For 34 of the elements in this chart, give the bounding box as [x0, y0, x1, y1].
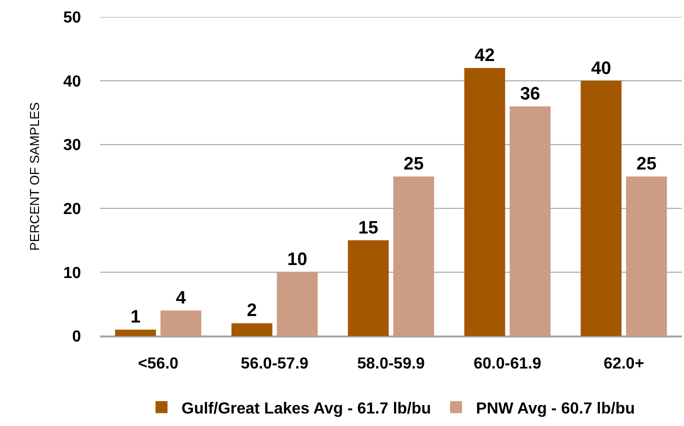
y-tick-label: 30	[63, 137, 82, 154]
data-label: 10	[287, 249, 308, 270]
data-label: 25	[404, 154, 424, 174]
y-axis-title: PERCENT OF SAMPLES	[27, 102, 42, 251]
data-label: 36	[520, 83, 540, 104]
y-tick-label: 10	[63, 264, 82, 282]
y-tick-label: 20	[63, 201, 82, 218]
y-tick-label: 50	[63, 10, 82, 27]
bar	[626, 176, 667, 336]
bar	[348, 240, 389, 336]
x-tick-label: 58.0-59.9	[357, 356, 425, 373]
bar	[160, 310, 202, 336]
y-tick-label: 40	[63, 73, 82, 90]
data-label: 4	[176, 287, 186, 308]
data-label: 40	[591, 58, 612, 78]
bar	[276, 272, 318, 336]
legend-label: PNW Avg - 60.7 lb/bu	[476, 400, 635, 418]
bar	[115, 330, 156, 336]
data-label: 25	[636, 154, 657, 174]
x-tick-label: <56.0	[138, 356, 179, 373]
bar	[393, 176, 434, 336]
legend-label: Gulf/Great Lakes Avg - 61.7 lb/bu	[182, 400, 432, 418]
data-label: 42	[474, 45, 495, 66]
y-tick-label: 0	[72, 328, 82, 346]
bar	[231, 323, 272, 336]
bar	[510, 106, 551, 336]
x-tick-label: 60.0-61.9	[474, 356, 542, 373]
bar	[464, 68, 506, 336]
x-tick-label: 62.0+	[604, 356, 644, 373]
data-label: 15	[358, 217, 378, 238]
data-label: 2	[246, 300, 257, 320]
x-tick-label: 56.0-57.9	[240, 356, 309, 373]
data-label: 1	[130, 306, 141, 327]
bar	[580, 80, 622, 336]
